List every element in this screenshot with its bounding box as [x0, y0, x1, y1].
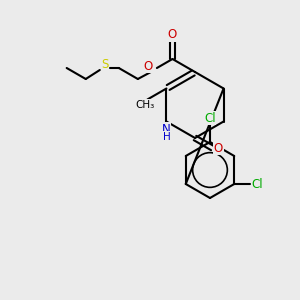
Text: O: O [214, 142, 223, 154]
Text: Cl: Cl [204, 112, 216, 124]
Text: S: S [101, 58, 109, 71]
Text: O: O [168, 28, 177, 41]
Text: Cl: Cl [251, 178, 263, 190]
Text: N: N [162, 123, 171, 136]
Text: O: O [144, 59, 153, 73]
Text: CH₃: CH₃ [136, 100, 155, 110]
Text: H: H [163, 131, 170, 142]
